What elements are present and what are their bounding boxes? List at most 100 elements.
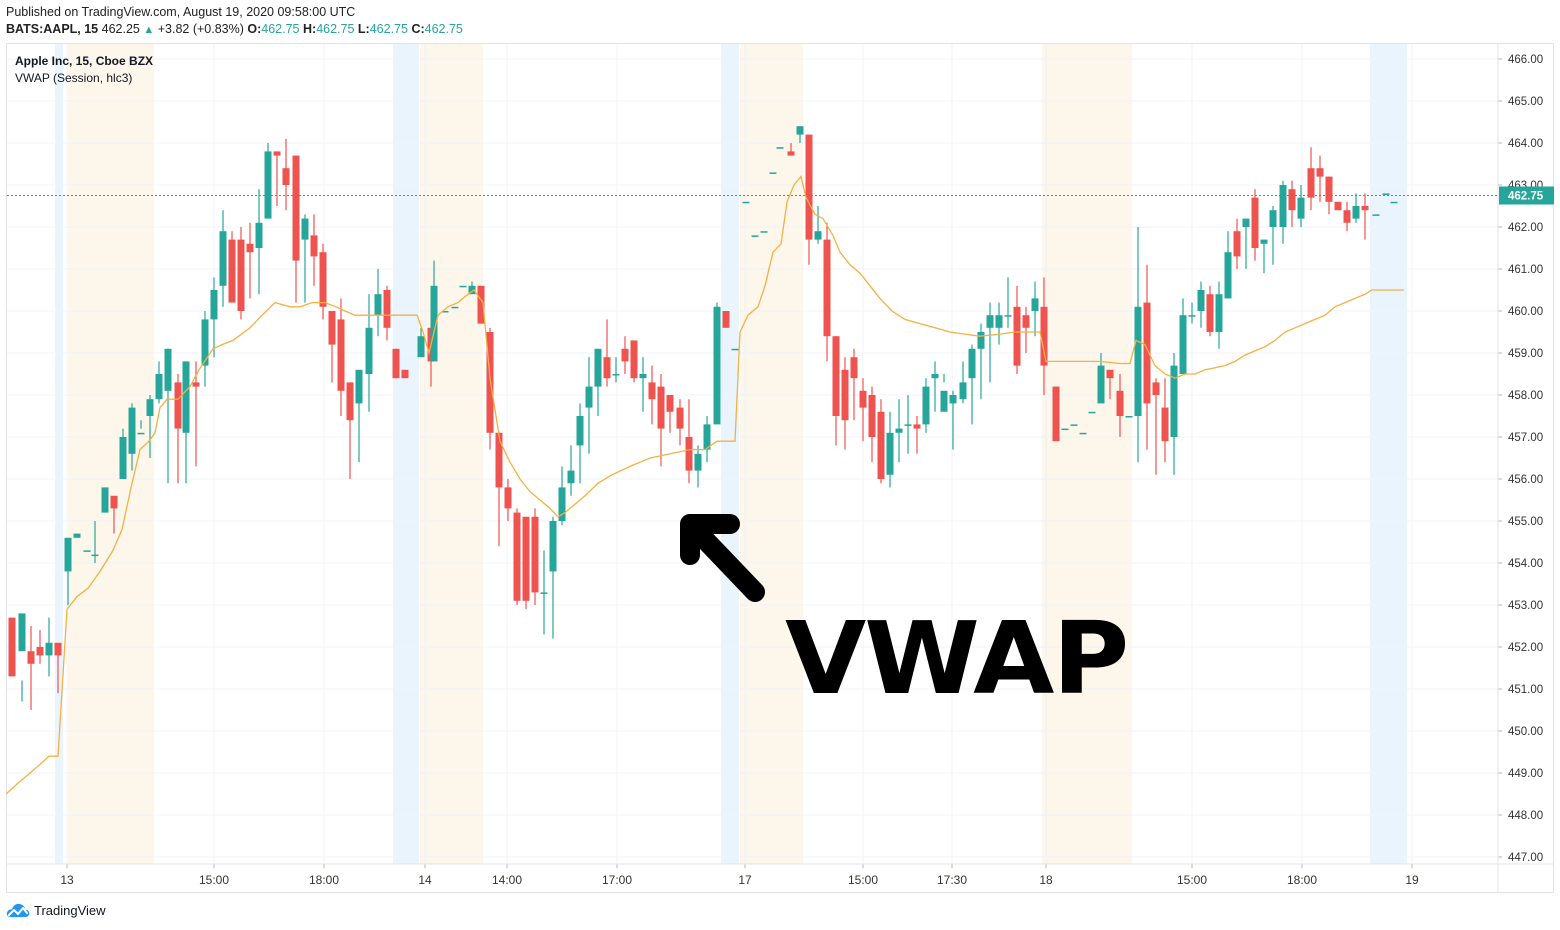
x-axis-label: 18:00 (309, 873, 339, 887)
y-axis-label: 459.00 (1508, 348, 1543, 360)
close-label: C: (411, 22, 425, 36)
candle (1152, 378, 1160, 475)
candle (119, 428, 127, 479)
candle (722, 311, 730, 328)
last-price-label: 462.75 (1508, 191, 1544, 203)
candle (441, 311, 449, 313)
candle (237, 227, 245, 320)
candle (392, 348, 400, 379)
candle (1143, 264, 1151, 450)
candle (823, 222, 831, 362)
candle (83, 550, 91, 552)
legend-indicator[interactable]: VWAP (Session, hlc3) (15, 71, 133, 85)
y-axis-label: 460.00 (1508, 306, 1543, 318)
candle (486, 327, 494, 450)
candle (328, 311, 336, 383)
candle (1242, 218, 1250, 269)
candle (1390, 201, 1398, 204)
candle (383, 285, 391, 341)
candle (219, 210, 227, 307)
candle (1325, 176, 1333, 215)
candle (255, 189, 263, 295)
candle (703, 416, 711, 463)
candle (558, 466, 566, 526)
candle (1288, 180, 1296, 227)
candle (886, 411, 894, 488)
candle (273, 151, 281, 206)
y-axis-label: 464.00 (1508, 138, 1543, 150)
x-axis-label: 15:00 (1177, 873, 1207, 887)
candle (805, 134, 813, 265)
open-label: O: (247, 22, 262, 36)
candle (1052, 386, 1060, 442)
candle (776, 147, 784, 149)
candle (585, 357, 593, 454)
candle (1125, 416, 1133, 418)
candle (282, 138, 290, 211)
candle (522, 516, 530, 610)
candle (36, 630, 44, 664)
candle (54, 642, 62, 694)
candle (895, 399, 903, 463)
candle (1352, 193, 1360, 223)
candle (648, 365, 656, 425)
candle (1279, 180, 1287, 244)
candle (1170, 353, 1178, 475)
candle (27, 626, 35, 710)
y-axis-label: 465.00 (1508, 96, 1543, 108)
candle (137, 420, 145, 435)
y-axis-label: 466.00 (1508, 54, 1543, 66)
session-shade (740, 44, 803, 864)
candle (365, 294, 373, 412)
candle (1224, 231, 1232, 299)
candle (1179, 298, 1187, 374)
candle (1260, 239, 1268, 274)
vwap-line (5, 175, 1404, 795)
y-axis-label: 453.00 (1508, 600, 1543, 612)
vwap-annotation: VWAP (785, 600, 1129, 717)
candle (913, 416, 921, 454)
candle (1334, 201, 1342, 211)
chart-frame[interactable] (6, 43, 1554, 893)
candle (922, 378, 930, 433)
candle (18, 613, 26, 702)
candle (101, 487, 109, 513)
session-shade (420, 44, 483, 864)
x-axis-label: 13 (60, 873, 74, 887)
candle (713, 302, 721, 425)
candle (401, 369, 409, 379)
candle (995, 302, 1003, 345)
legend-title: Apple Inc, 15, Cboe BZX (15, 54, 154, 68)
candle (1116, 374, 1124, 437)
high-value: 462.75 (316, 22, 355, 36)
low-value: 462.75 (369, 22, 408, 36)
candle (1316, 155, 1324, 202)
candle (531, 508, 539, 605)
x-axis-label: 17 (738, 873, 752, 887)
candle (685, 399, 693, 484)
y-axis-label: 451.00 (1508, 684, 1543, 696)
x-axis-label: 14:00 (492, 873, 522, 887)
y-axis-label: 454.00 (1508, 558, 1543, 570)
tradingview-brand: TradingView (34, 902, 106, 918)
session-shade (55, 44, 63, 864)
session-shade (1370, 44, 1407, 864)
session-shade (68, 44, 154, 864)
candle (1061, 428, 1069, 431)
candle (155, 361, 163, 404)
candle (1134, 227, 1142, 463)
tradingview-logo[interactable]: TradingView (6, 902, 106, 918)
candle (694, 445, 702, 488)
x-axis-label: 15:00 (848, 873, 878, 887)
candle (540, 550, 548, 635)
candle (832, 336, 840, 446)
symbol-name: BATS:AAPL, 15 (6, 22, 99, 36)
candle (495, 432, 503, 547)
candle (1188, 302, 1196, 324)
candle (630, 340, 638, 383)
session-shade (1042, 44, 1132, 864)
session-shade (721, 44, 739, 864)
candle (850, 348, 858, 421)
candle (451, 306, 459, 309)
